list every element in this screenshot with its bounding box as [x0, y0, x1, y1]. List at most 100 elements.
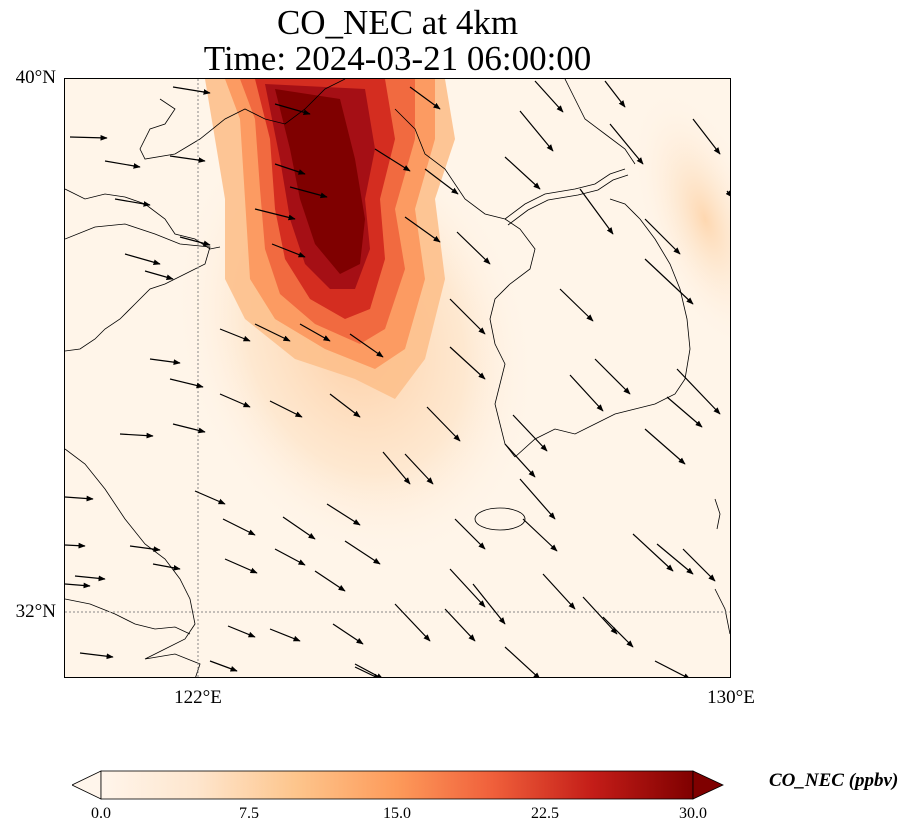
yangtze-estuary — [65, 598, 191, 635]
wind-arrow — [169, 155, 206, 163]
colorbar-gradient — [100, 770, 694, 800]
dmz-border — [504, 168, 626, 220]
wind-arrow — [332, 623, 364, 645]
wind-arrow — [254, 323, 291, 342]
map-title-line1: CO_NEC at 4km — [276, 3, 519, 42]
wind-arrow — [609, 123, 644, 165]
wind-arrow — [644, 218, 681, 255]
wind-arrow — [79, 652, 114, 660]
wind-arrow — [542, 573, 576, 610]
wind-arrow — [326, 503, 361, 526]
wind-arrow — [282, 516, 316, 540]
wind-arrow — [582, 596, 618, 635]
wind-arrow — [456, 231, 491, 265]
coastlines — [65, 79, 730, 677]
gridlines — [65, 79, 730, 677]
kyushu-coast — [714, 588, 730, 635]
bohai-coast — [65, 188, 221, 250]
wind-arrow — [219, 393, 251, 408]
wind-arrow — [579, 188, 614, 235]
wind-arrow — [449, 298, 486, 335]
colorbar-label: CO_NEC (ppbv) — [769, 770, 899, 791]
wind-arrow — [194, 490, 226, 505]
colorbar-tick: 15.0 — [383, 805, 411, 822]
wind-arrow — [104, 160, 141, 169]
wind-arrow — [179, 236, 211, 247]
wind-arrow — [172, 86, 211, 95]
wind-arrow — [219, 328, 251, 342]
wind-arrow — [394, 603, 431, 642]
lat-label-40n: 40°N — [15, 67, 56, 88]
jiangsu-coast — [65, 448, 201, 677]
wind-arrow — [299, 323, 331, 342]
wind-arrow — [354, 666, 381, 677]
wind-arrow — [504, 443, 536, 478]
wind-arrow — [129, 545, 161, 552]
wind-arrow — [74, 575, 106, 582]
wind-arrow — [534, 80, 564, 113]
colorbar — [72, 770, 724, 800]
north-korea-east-coast — [564, 79, 636, 165]
wind-arrow — [289, 186, 328, 199]
wind-arrow — [329, 393, 361, 418]
wind-arrow — [354, 663, 384, 677]
colorbar-tick: 0.0 — [91, 805, 111, 822]
wind-arrow — [269, 400, 303, 418]
wind-arrow — [274, 548, 306, 566]
wind-arrow — [209, 660, 238, 672]
wind-arrow — [349, 333, 384, 358]
korea-east-coast — [609, 198, 691, 380]
wind-arrow — [271, 243, 306, 258]
wind-arrow — [65, 582, 91, 589]
wind-arrow — [65, 542, 86, 549]
wind-arrow — [227, 625, 256, 638]
wind-arrow — [559, 288, 594, 322]
wind-arrow — [644, 258, 694, 305]
wind-arrow — [504, 156, 541, 190]
map-panel — [64, 78, 731, 678]
wind-arrow — [344, 540, 381, 565]
map-canvas — [65, 79, 730, 677]
wind-arrow — [656, 543, 694, 575]
wind-arrow — [472, 583, 506, 625]
wind-arrow — [682, 548, 716, 582]
korea-south-coast — [514, 378, 686, 458]
wind-arrow — [124, 253, 161, 265]
wind-arrow — [602, 616, 634, 648]
wind-arrow — [519, 478, 556, 520]
wind-arrow — [519, 110, 554, 152]
wind-arrow — [594, 358, 631, 395]
jeju-island — [474, 507, 526, 531]
wind-arrow — [449, 568, 486, 608]
colorbar-tick: 30.0 — [679, 805, 707, 822]
concentration-field — [172, 79, 730, 564]
colorbar-max-extension — [692, 770, 724, 800]
wind-arrow — [169, 378, 204, 389]
wind-arrow — [632, 533, 674, 572]
colorbar-tick: 22.5 — [531, 805, 559, 822]
wind-arrow — [274, 163, 306, 175]
wind-arrow — [404, 453, 434, 485]
wind-arrow — [644, 428, 686, 465]
wind-arrow — [604, 80, 626, 108]
wind-arrow — [504, 646, 541, 677]
colorbar-tick: 7.5 — [239, 805, 259, 822]
wind-arrow — [512, 414, 548, 452]
wind-arrow — [254, 208, 296, 221]
wind-arrow — [454, 518, 486, 550]
wind-arrow — [409, 86, 441, 110]
wind-arrow — [144, 270, 174, 280]
wind-arrow — [269, 628, 301, 642]
wind-arrow — [692, 118, 721, 155]
wind-arrow — [522, 518, 558, 552]
plume-core — [275, 89, 365, 274]
wind-arrow — [65, 495, 94, 502]
wind-vectors — [65, 80, 730, 677]
korea-west-coast — [489, 218, 536, 458]
wind-arrow — [426, 406, 461, 442]
lon-label-130e: 130°E — [707, 687, 755, 708]
shandong-coast — [65, 223, 211, 352]
wind-arrow — [374, 148, 411, 172]
wind-arrow — [404, 216, 441, 243]
wind-arrow — [449, 346, 486, 380]
